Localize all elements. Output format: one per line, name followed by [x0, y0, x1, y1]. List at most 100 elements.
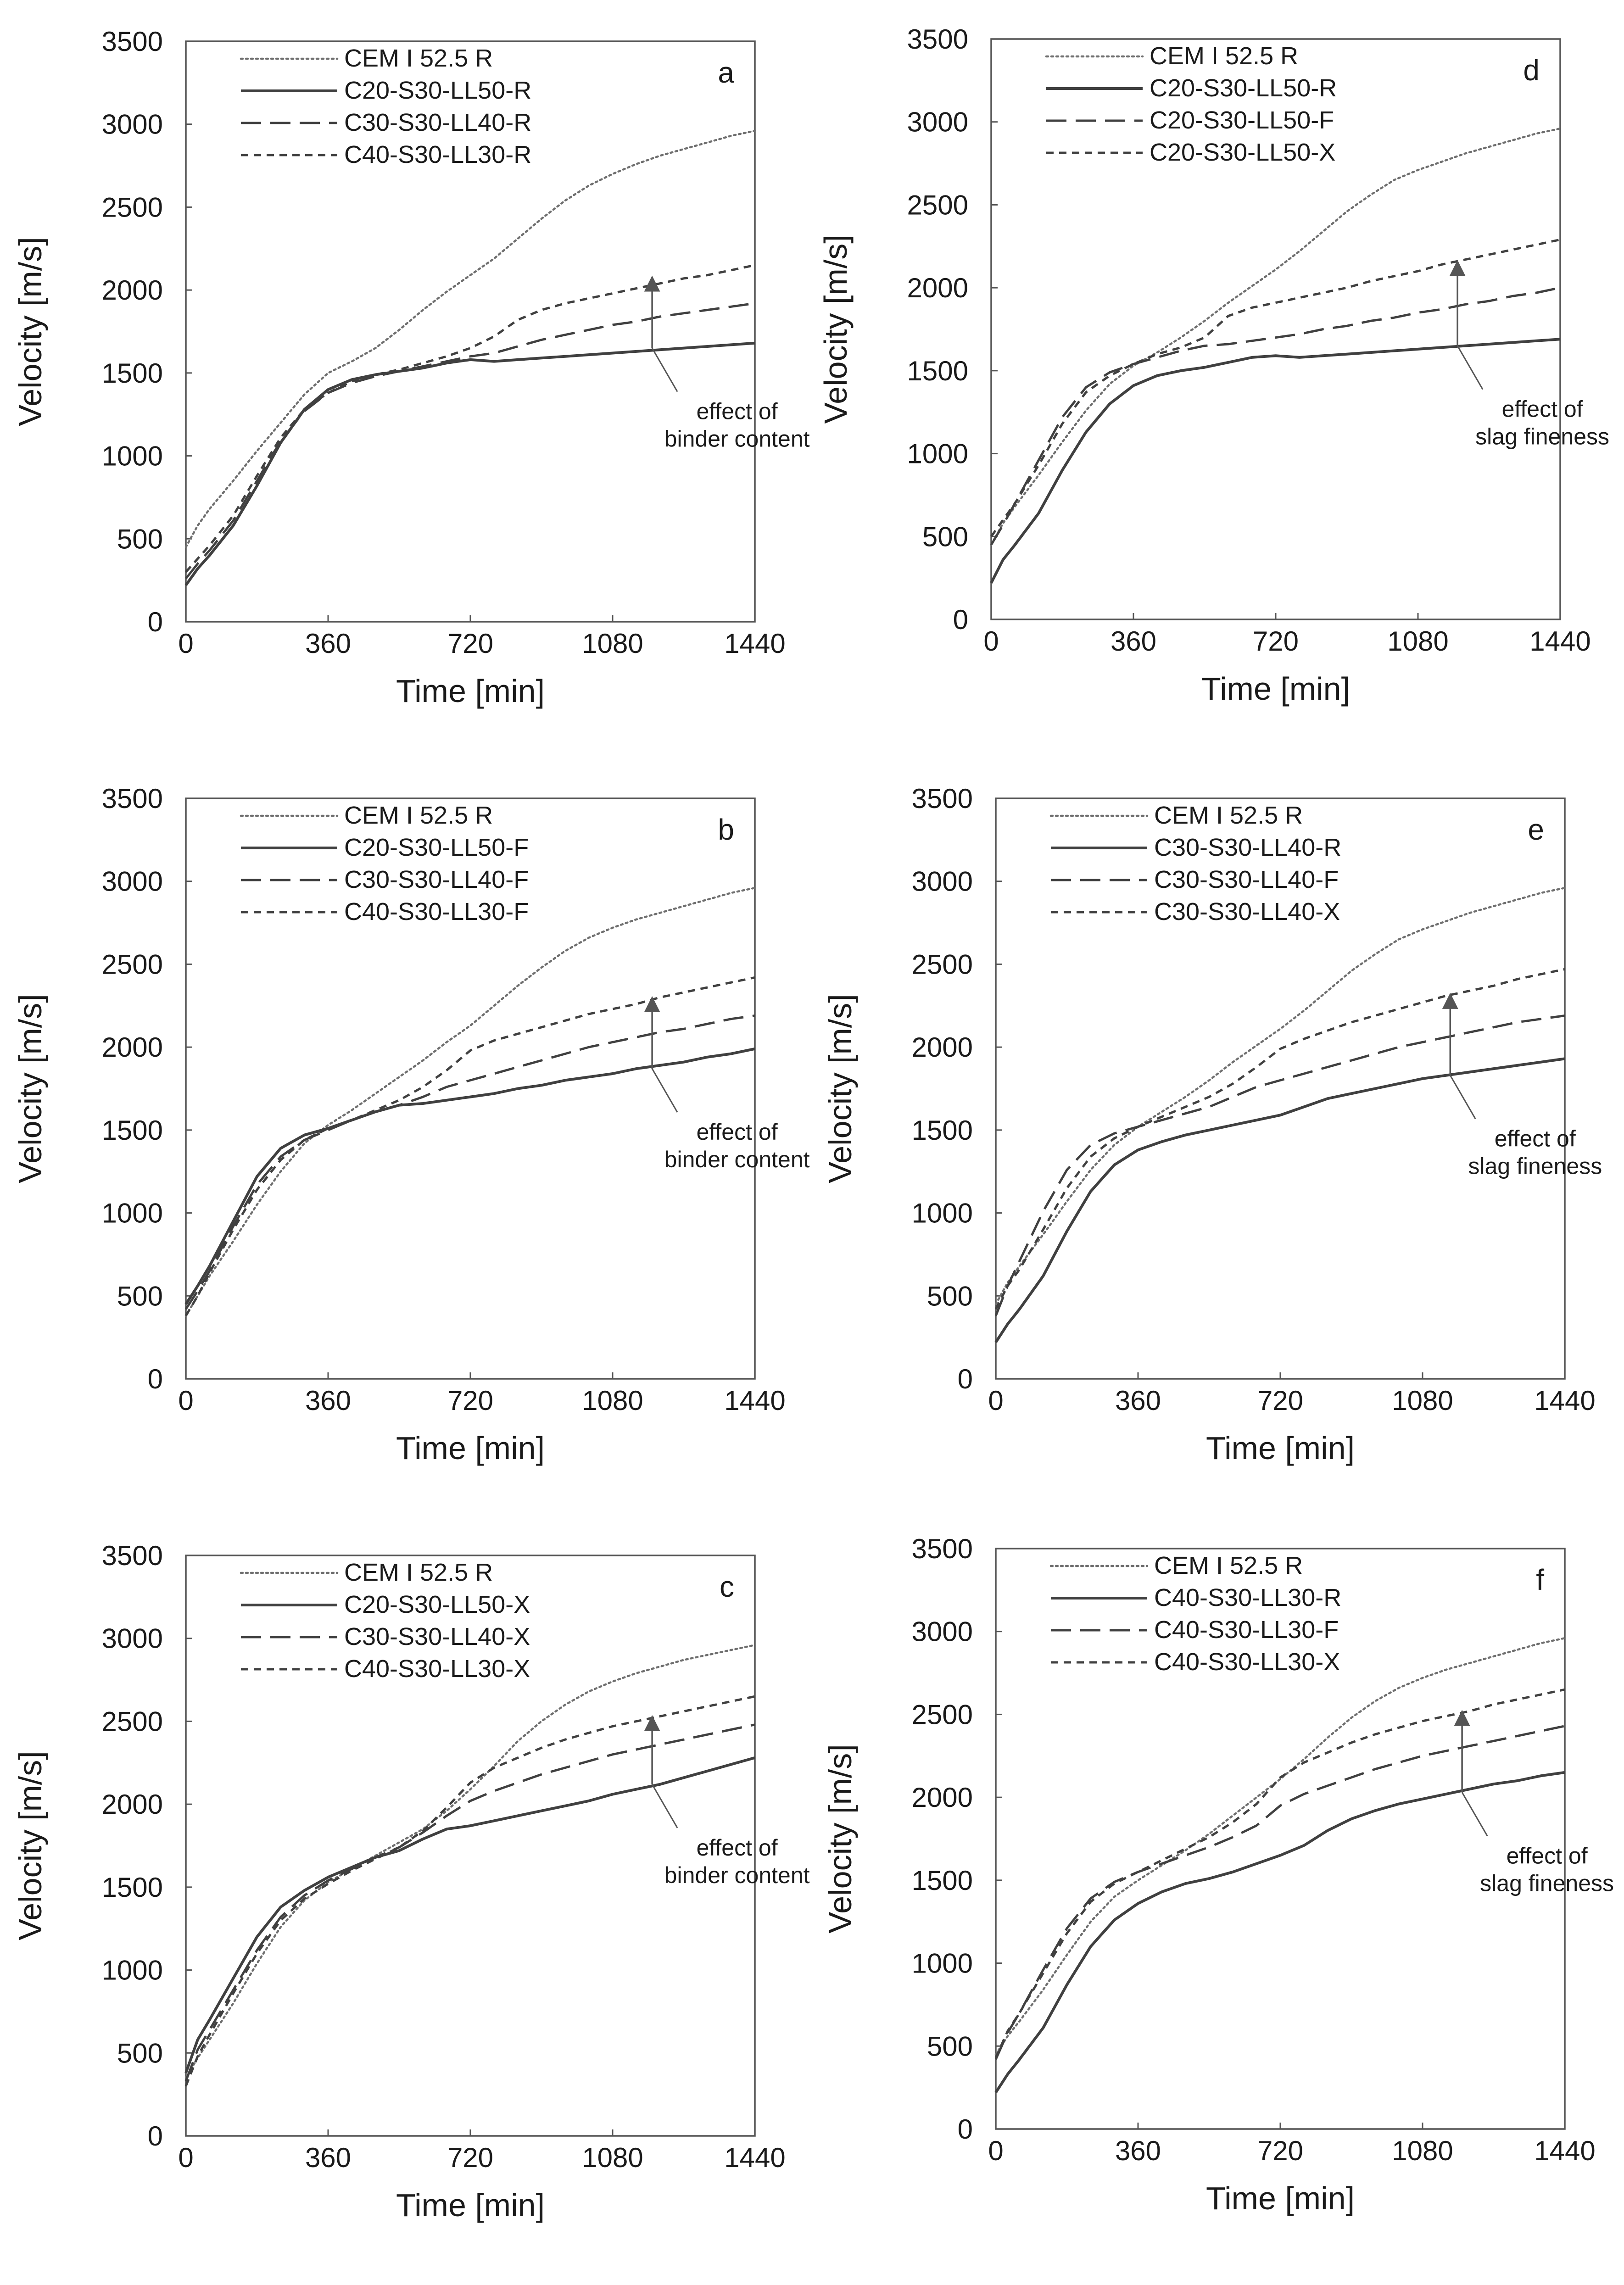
y-tick-label: 500: [117, 524, 163, 554]
x-tick-label: 0: [178, 628, 193, 659]
x-tick-label: 1440: [724, 1385, 785, 1416]
y-tick-label: 0: [148, 607, 163, 637]
x-tick-label: 720: [447, 1385, 493, 1416]
annotation-text-line1: effect of: [1502, 396, 1583, 422]
legend-entry: C20-S30-LL50-X: [344, 1591, 530, 1618]
legend-entry: C20-S30-LL50-R: [344, 77, 531, 104]
y-tick-label: 3000: [102, 866, 163, 897]
legend-entry: CEM I 52.5 R: [344, 45, 493, 72]
x-tick-label: 360: [305, 628, 351, 659]
legend-entry: C40-S30-LL30-R: [344, 141, 531, 168]
y-tick-label: 1500: [907, 356, 968, 386]
y-tick-label: 2500: [102, 1706, 163, 1737]
x-tick-label: 720: [447, 628, 493, 659]
y-axis-title: Velocity [m/s]: [818, 234, 854, 424]
y-tick-label: 2000: [912, 1782, 973, 1813]
legend-entry: C30-S30-LL40-X: [344, 1623, 530, 1650]
legend-entry: C30-S30-LL40-R: [344, 109, 531, 136]
annotation-text-line1: effect of: [1495, 1126, 1576, 1152]
legend-entry: CEM I 52.5 R: [344, 1559, 493, 1586]
legend-entry: C30-S30-LL40-F: [344, 866, 529, 893]
y-tick-label: 1500: [912, 1865, 973, 1896]
series-line-c40-s30-ll30-r: [994, 1771, 1565, 2094]
y-tick-label: 0: [958, 1364, 973, 1394]
series-line-c20-s30-ll50-f: [990, 286, 1561, 546]
x-tick-label: 0: [988, 1385, 1003, 1416]
x-tick-label: 1080: [1387, 626, 1448, 657]
legend-entry: CEM I 52.5 R: [1150, 42, 1298, 70]
x-tick-label: 1440: [1534, 1385, 1595, 1416]
y-tick-label: 500: [927, 2031, 973, 2062]
annotation-leader: [1461, 1792, 1488, 1837]
y-axis-title: Velocity [m/s]: [822, 1744, 858, 1933]
y-tick-label: 500: [117, 2038, 163, 2068]
x-tick-label: 720: [1257, 1385, 1303, 1416]
y-tick-label: 2000: [907, 273, 968, 303]
y-tick-label: 500: [927, 1281, 973, 1311]
x-axis-title: Time [min]: [1206, 2180, 1355, 2216]
series-line-c30-s30-ll40-f: [184, 1014, 755, 1310]
y-tick-label: 2500: [102, 949, 163, 980]
y-tick-label: 2500: [102, 192, 163, 223]
series-line-c30-s30-ll40-r: [185, 302, 755, 580]
legend-entry: CEM I 52.5 R: [344, 802, 493, 829]
y-tick-label: 2000: [102, 275, 163, 306]
y-tick-label: 0: [958, 2114, 973, 2145]
series-line-c30-s30-ll40-x: [994, 968, 1565, 1310]
y-tick-label: 0: [148, 1364, 163, 1394]
x-tick-label: 720: [1257, 2135, 1303, 2166]
x-tick-label: 360: [1115, 2135, 1161, 2166]
annotation-leader: [1449, 1075, 1476, 1120]
y-tick-label: 0: [953, 604, 968, 635]
panel-letter: f: [1536, 1563, 1544, 1596]
y-tick-label: 1000: [912, 1198, 973, 1229]
panel-a: 0 360 720 1080 1440 0 500 1000 1500 2000 2500 3000 3…: [12, 26, 810, 709]
series-line-c20-s30-ll50-x: [184, 1756, 755, 2073]
annotation-leader: [651, 1068, 678, 1113]
y-tick-label: 1000: [102, 441, 163, 472]
annotation-text-line1: effect of: [1507, 1843, 1588, 1868]
y-tick-label: 1000: [102, 1955, 163, 1986]
x-axis-title: Time [min]: [1201, 671, 1350, 707]
y-tick-label: 2000: [102, 1789, 163, 1820]
y-tick-label: 2500: [912, 949, 973, 980]
panels-container: 0 360 720 1080 1440 0 500 1000 1500 2000 2500 3000 3…: [12, 24, 1614, 2223]
x-axis-title: Time [min]: [396, 2187, 545, 2223]
legend-entry: CEM I 52.5 R: [1154, 802, 1303, 829]
legend-entry: C20-S30-LL50-R: [1150, 74, 1337, 102]
x-tick-label: 1440: [1529, 626, 1591, 657]
annotation-text-line1: effect of: [697, 1119, 778, 1145]
series-line-c40-s30-ll30-r: [185, 264, 755, 573]
x-tick-label: 1080: [1392, 1385, 1453, 1416]
annotation-text-line2: slag fineness: [1480, 1870, 1614, 1896]
legend-entry: C40-S30-LL30-X: [344, 1655, 530, 1683]
y-tick-label: 2000: [102, 1032, 163, 1063]
legend-entry: C30-S30-LL40-R: [1154, 834, 1341, 861]
y-tick-label: 1500: [102, 1872, 163, 1903]
series-line-cem-i-52-5-r: [994, 1637, 1566, 2056]
series-line-cem-i-52-5-r: [994, 886, 1566, 1305]
panel-letter: a: [718, 56, 734, 89]
panel-b: 0 360 720 1080 1440 0 500 1000 1500 2000 2500 3000 3…: [12, 783, 810, 1466]
x-tick-label: 0: [178, 2142, 193, 2173]
x-tick-label: 0: [983, 626, 999, 657]
panel-e: 0 360 720 1080 1440 0 500 1000 1500 2000 2500 3000 3…: [822, 783, 1602, 1466]
y-tick-label: 3000: [912, 1616, 973, 1647]
annotation-text-line2: slag fineness: [1468, 1154, 1602, 1179]
y-tick-label: 1000: [102, 1198, 163, 1229]
annotation-text-line1: effect of: [697, 399, 778, 424]
panel-f: 0 360 720 1080 1440 0 500 1000 1500 2000 2500 3000 3…: [822, 1533, 1614, 2216]
series-line-c30-s30-ll40-r: [994, 1057, 1565, 1343]
series-line-c20-s30-ll50-x: [990, 238, 1561, 537]
annotation-text-line1: effect of: [697, 1835, 778, 1861]
y-tick-label: 3000: [102, 109, 163, 140]
x-tick-label: 360: [1111, 626, 1156, 657]
legend-entry: C30-S30-LL40-F: [1154, 866, 1339, 893]
x-tick-label: 360: [1115, 1385, 1161, 1416]
annotation-text-line2: binder content: [664, 426, 810, 452]
legend-entry: C20-S30-LL50-X: [1150, 139, 1335, 166]
x-tick-label: 1440: [724, 2142, 785, 2173]
y-tick-label: 3500: [912, 1533, 973, 1564]
x-tick-label: 1080: [582, 1385, 643, 1416]
